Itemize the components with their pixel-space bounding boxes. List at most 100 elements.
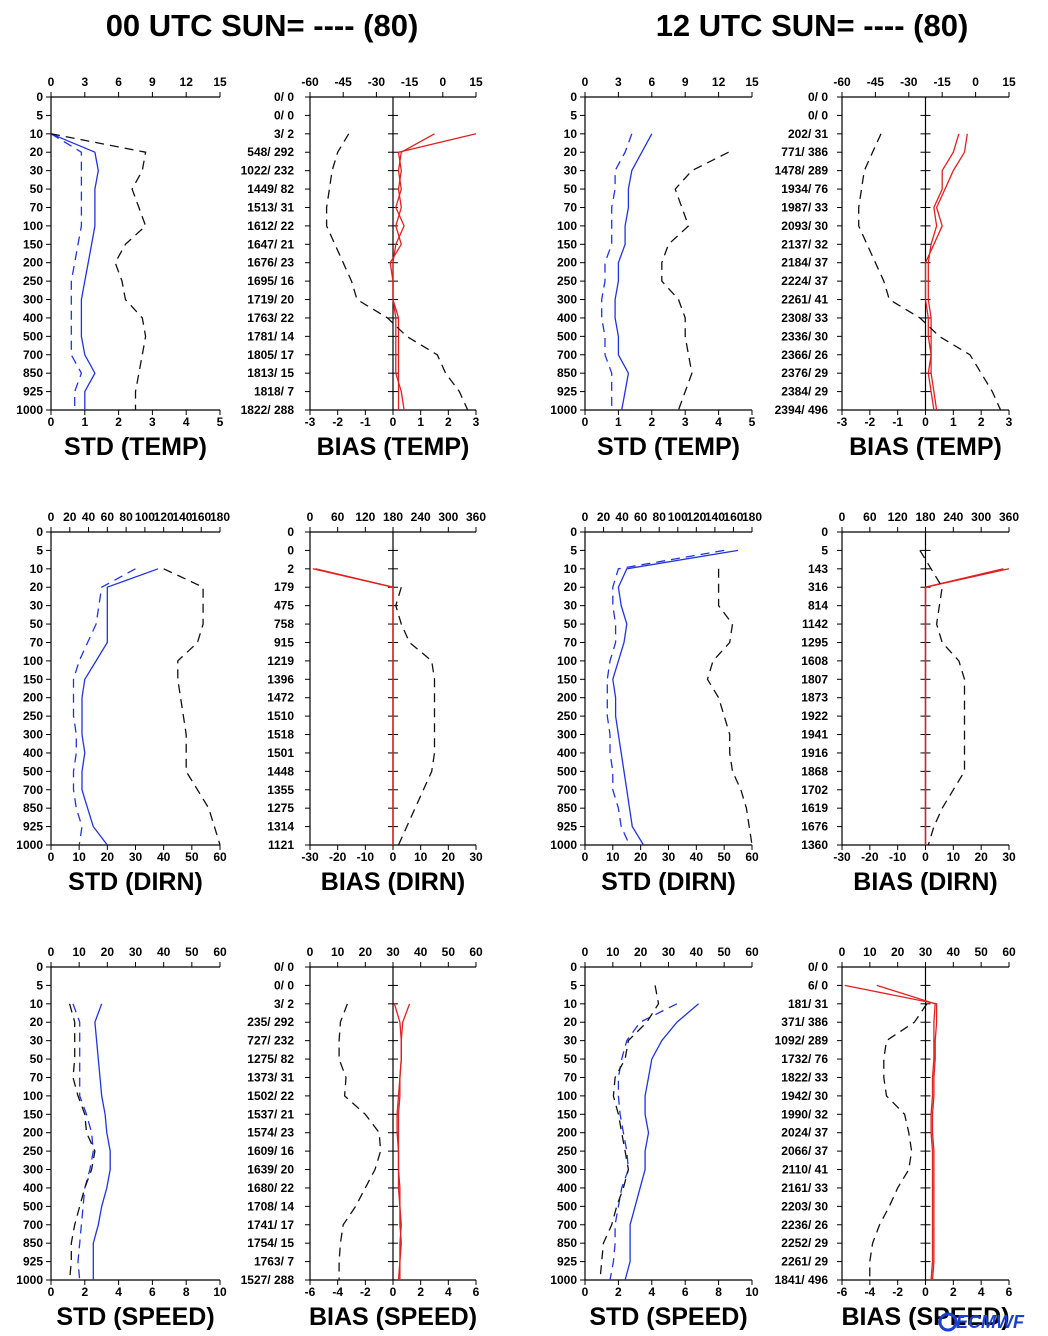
count-label: 1942/ 30 [781, 1089, 828, 1103]
bottom-tick-label: 3 [1006, 415, 1013, 429]
top-tick-label: 12 [180, 75, 194, 89]
level-label: 200 [557, 256, 577, 270]
series-line-red-solid [397, 1003, 411, 1281]
top-tick-label: 100 [135, 510, 155, 524]
level-label: 300 [557, 728, 577, 742]
top-tick-label: 60 [745, 945, 759, 959]
top-tick-label: -15 [401, 75, 419, 89]
level-label: 70 [30, 200, 44, 214]
count-label: 1275/ 82 [247, 1052, 294, 1066]
bottom-tick-label: -10 [889, 850, 907, 864]
count-label: 1741/ 17 [247, 1218, 294, 1232]
level-label: 850 [557, 801, 577, 815]
level-label: 700 [23, 348, 43, 362]
count-label: 0/ 0 [274, 90, 294, 104]
panel-00-counts-speed: 0/ 0 0/ 0 3/ 2 235/ 292 727/ 232 1275/ 82 1373… [241, 960, 295, 1287]
count-label: 1619 [801, 801, 828, 815]
count-label: 915 [274, 635, 294, 649]
bottom-tick-label: 2 [445, 415, 452, 429]
level-label: 250 [23, 1144, 43, 1158]
top-tick-label: 60 [1002, 945, 1016, 959]
top-tick-label: 300 [438, 510, 458, 524]
panel-00-std-speed: 0510203050701001502002503004005007008509… [16, 945, 227, 1331]
count-label: 2394/ 496 [775, 403, 829, 417]
panel-title: BIAS (SPEED) [309, 1303, 477, 1331]
bottom-tick-label: 10 [606, 850, 620, 864]
top-tick-label: -30 [900, 75, 918, 89]
count-label: 1708/ 14 [247, 1199, 294, 1213]
level-label: 300 [23, 1163, 43, 1177]
series-line-black-dash [395, 587, 436, 846]
top-tick-label: 15 [213, 75, 227, 89]
bottom-tick-label: -1 [360, 415, 371, 429]
level-label: 50 [30, 617, 44, 631]
series-line-blue-dash [609, 1003, 678, 1281]
bottom-tick-label: 0 [582, 1285, 589, 1299]
top-tick-label: 360 [999, 510, 1019, 524]
count-label: 2024/ 37 [781, 1126, 828, 1140]
bottom-tick-label: -2 [864, 415, 875, 429]
level-label: 10 [564, 562, 578, 576]
count-label: 1807 [801, 672, 828, 686]
count-label: 1781/ 14 [247, 329, 294, 343]
bottom-tick-label: -2 [892, 1285, 903, 1299]
panel-12-counts-dirn: 0 5 143 316 814 1142 1295 1608 1807 1873 1922 1941 1… [801, 525, 828, 852]
series-line-black-dash [869, 1003, 928, 1280]
bottom-tick-label: 2 [978, 415, 985, 429]
bottom-tick-label: 3 [682, 415, 689, 429]
top-tick-label: 40 [690, 945, 704, 959]
top-tick-label: 120 [888, 510, 908, 524]
top-tick-label: 120 [154, 510, 174, 524]
count-label: 1518 [267, 728, 294, 742]
top-tick-label: 10 [331, 945, 345, 959]
count-label: 1676/ 23 [247, 256, 294, 270]
bottom-tick-label: 6 [1006, 1285, 1013, 1299]
bottom-tick-label: 2 [115, 415, 122, 429]
panel-title: BIAS (DIRN) [321, 868, 465, 896]
bottom-tick-label: 1 [81, 415, 88, 429]
ecmwf-logo-text: ECMWF [956, 1312, 1025, 1332]
count-label: 475 [274, 599, 294, 613]
top-tick-label: 180 [915, 510, 935, 524]
level-label: 0 [36, 90, 43, 104]
top-tick-label: 40 [615, 510, 629, 524]
level-label: 20 [564, 580, 578, 594]
level-label: 10 [30, 997, 44, 1011]
count-label: 202/ 31 [788, 127, 828, 141]
series-line-red-solid [389, 133, 477, 410]
top-tick-label: 180 [383, 510, 403, 524]
level-label: 300 [23, 293, 43, 307]
count-label: 2261/ 41 [781, 293, 828, 307]
count-label: 1527/ 288 [241, 1273, 295, 1287]
panel-00-counts-temp: 0/ 0 0/ 0 3/ 2 548/ 292 1022/ 232 1449/ 82 151… [241, 90, 295, 417]
count-label: 1763/ 22 [247, 311, 294, 325]
level-label: 100 [23, 1089, 43, 1103]
level-label: 1000 [16, 1273, 43, 1287]
level-label: 10 [564, 127, 578, 141]
bottom-tick-label: 4 [183, 415, 190, 429]
bottom-tick-label: 0 [582, 850, 589, 864]
level-label: 30 [30, 599, 44, 613]
panel-00-std-dirn: 0510203050701001502002503004005007008509… [16, 510, 230, 896]
top-tick-label: 0 [307, 510, 314, 524]
series-line-red-solid [924, 133, 968, 411]
count-label: 1355 [267, 783, 294, 797]
level-label: 200 [23, 256, 43, 270]
count-label: 1513/ 31 [247, 200, 294, 214]
bottom-tick-label: 0 [390, 850, 397, 864]
series-line-black-dash [163, 568, 221, 846]
bottom-tick-label: 30 [129, 850, 143, 864]
bottom-tick-label: 3 [473, 415, 480, 429]
count-label: 1647/ 21 [247, 237, 294, 251]
count-label: 1822/ 33 [781, 1070, 828, 1084]
top-tick-label: 15 [1002, 75, 1016, 89]
panel-title: STD (DIRN) [601, 868, 736, 896]
level-label: 5 [36, 978, 43, 992]
count-label: 1574/ 23 [247, 1126, 294, 1140]
level-label: 700 [557, 783, 577, 797]
panel-title: STD (SPEED) [589, 1303, 747, 1331]
count-label: 1537/ 21 [247, 1107, 294, 1121]
bottom-tick-label: 20 [442, 850, 456, 864]
count-label: 179 [274, 580, 294, 594]
